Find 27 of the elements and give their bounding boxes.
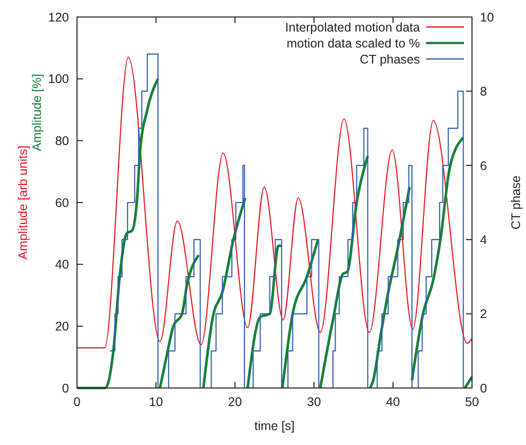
y-tick-label: 80 xyxy=(55,134,70,148)
y2-tick-label: 2 xyxy=(480,307,487,322)
legend-label: CT phases xyxy=(360,52,420,66)
x-tick-label: 10 xyxy=(149,395,163,409)
x-tick-label: 40 xyxy=(386,395,400,409)
x-axis-title: time [s] xyxy=(254,419,295,433)
x-tick-label: 30 xyxy=(307,395,321,409)
y2-tick-label: 6 xyxy=(480,158,487,173)
y-tick-label: 100 xyxy=(48,72,70,86)
y2-tick-label: 4 xyxy=(480,232,487,247)
y-tick-label: 20 xyxy=(55,320,70,334)
x-tick-label: 50 xyxy=(465,395,479,409)
y-tick-label: 0 xyxy=(62,381,70,396)
legend-label: Interpolated motion data xyxy=(285,20,420,34)
y2-axis-title: CT phase xyxy=(509,175,523,230)
y-axis-title: Amplitude [arb units] xyxy=(16,146,30,260)
y2-tick-label: 8 xyxy=(480,84,487,99)
y-tick-label: 40 xyxy=(55,258,70,272)
legend-label: motion data scaled to % xyxy=(286,36,420,50)
line-series xyxy=(76,56,473,348)
y-tick-label: 60 xyxy=(55,196,70,210)
x-tick-label: 20 xyxy=(228,395,242,409)
text: Amplitude [%] xyxy=(30,74,44,152)
y-tick-label: 120 xyxy=(48,10,70,24)
y2-tick-label: 0 xyxy=(480,381,487,396)
y2-tick-label: 10 xyxy=(480,10,494,24)
x-tick-label: 0 xyxy=(74,395,81,409)
